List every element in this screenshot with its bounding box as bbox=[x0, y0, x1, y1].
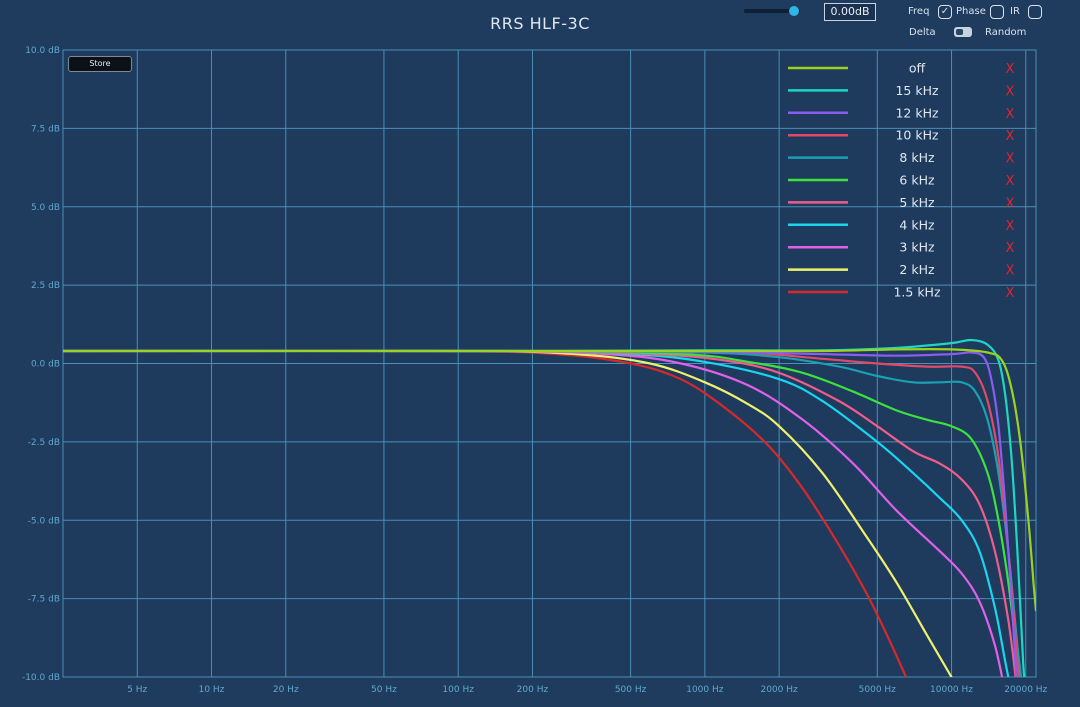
y-tick-label: 7.5 dB bbox=[31, 124, 60, 134]
freq-label: Freq bbox=[908, 6, 930, 17]
series-group bbox=[63, 338, 1036, 677]
remove-series-button[interactable]: X bbox=[1006, 152, 1015, 167]
ir-checkbox[interactable] bbox=[1028, 5, 1042, 19]
x-tick-label: 500 Hz bbox=[615, 685, 647, 695]
x-tick-label: 100 Hz bbox=[442, 685, 474, 695]
x-tick-label: 2000 Hz bbox=[760, 685, 798, 695]
legend-label: 12 kHz bbox=[895, 105, 939, 120]
ir-label: IR bbox=[1010, 6, 1020, 17]
remove-series-button[interactable]: X bbox=[1006, 174, 1015, 189]
x-tick-label: 20 Hz bbox=[273, 685, 299, 695]
gain-value-field[interactable]: 0.00dB bbox=[824, 3, 876, 21]
output-gain-slider[interactable] bbox=[744, 6, 800, 16]
slider-knob[interactable] bbox=[789, 6, 800, 16]
phase-label: Phase bbox=[956, 6, 986, 17]
x-tick-label: 20000 Hz bbox=[1004, 685, 1047, 695]
y-tick-label: -2.5 dB bbox=[28, 438, 60, 448]
remove-series-button[interactable]: X bbox=[1006, 286, 1015, 301]
slider-fill bbox=[744, 9, 795, 13]
y-tick-label: -10.0 dB bbox=[22, 673, 60, 683]
legend-label: 6 kHz bbox=[899, 173, 935, 188]
legend-label: 15 kHz bbox=[895, 83, 939, 98]
legend-label: 4 kHz bbox=[899, 217, 935, 232]
remove-series-button[interactable]: X bbox=[1006, 196, 1015, 211]
x-tick-label: 50 Hz bbox=[371, 685, 397, 695]
legend-label: off bbox=[909, 61, 926, 76]
remove-series-button[interactable]: X bbox=[1006, 129, 1015, 144]
remove-series-button[interactable]: X bbox=[1006, 219, 1015, 234]
freq-checkbox[interactable]: ✓ bbox=[938, 5, 952, 19]
remove-series-button[interactable]: X bbox=[1006, 241, 1015, 256]
store-button[interactable]: Store bbox=[68, 56, 132, 72]
legend-label: 2 kHz bbox=[899, 262, 935, 277]
legend: off X 15 kHz X 12 kHz X 10 kHz X 8 kHz X 6 kHz X 5 k… bbox=[788, 61, 1015, 301]
remove-series-button[interactable]: X bbox=[1006, 107, 1015, 122]
delta-label: Delta bbox=[909, 27, 936, 38]
y-tick-label: 0.0 dB bbox=[31, 360, 60, 370]
remove-series-button[interactable]: X bbox=[1006, 62, 1015, 77]
y-tick-label: -7.5 dB bbox=[28, 595, 60, 605]
legend-label: 5 kHz bbox=[899, 195, 935, 210]
x-tick-label: 5 Hz bbox=[127, 685, 147, 695]
remove-series-button[interactable]: X bbox=[1006, 264, 1015, 279]
x-tick-label: 200 Hz bbox=[517, 685, 549, 695]
series-line-off bbox=[63, 348, 1036, 612]
phase-checkbox[interactable] bbox=[990, 5, 1004, 19]
random-label: Random bbox=[985, 27, 1027, 38]
remove-series-button[interactable]: X bbox=[1006, 84, 1015, 99]
y-tick-label: -5.0 dB bbox=[28, 516, 60, 526]
y-tick-label: 2.5 dB bbox=[31, 281, 60, 291]
page-title: RRS HLF-3C bbox=[490, 14, 590, 33]
delta-random-toggle[interactable] bbox=[954, 27, 972, 37]
x-tick-label: 1000 Hz bbox=[686, 685, 724, 695]
x-tick-label: 5000 Hz bbox=[859, 685, 897, 695]
legend-label: 10 kHz bbox=[895, 128, 939, 143]
y-tick-label: 5.0 dB bbox=[31, 203, 60, 213]
x-tick-label: 10000 Hz bbox=[930, 685, 973, 695]
legend-label: 8 kHz bbox=[899, 150, 935, 165]
legend-label: 1.5 kHz bbox=[893, 285, 940, 300]
legend-label: 3 kHz bbox=[899, 240, 935, 255]
x-tick-label: 10 Hz bbox=[199, 685, 225, 695]
y-tick-label: 10.0 dB bbox=[25, 46, 60, 56]
